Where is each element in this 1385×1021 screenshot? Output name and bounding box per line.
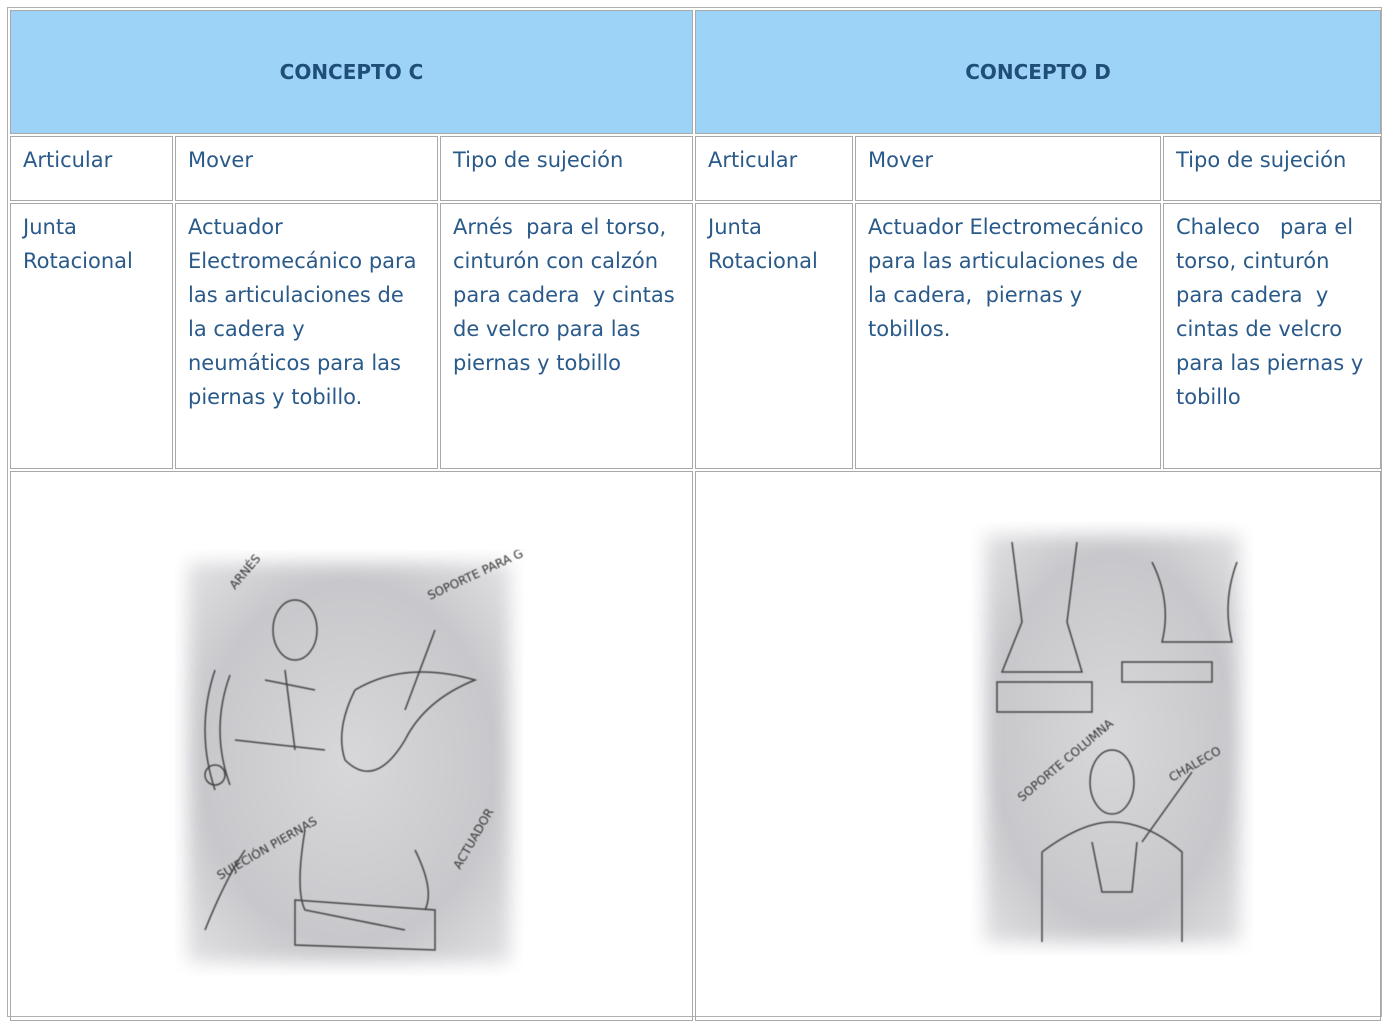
sketch-label: SOPORTE COLUMNA xyxy=(1015,716,1117,804)
sketch-drawing: ARNÉS SOPORTE PARA GLÚTEOS SUJECIÓN PIER… xyxy=(204,550,523,951)
sketch-label: SUJECIÓN PIERNAS xyxy=(214,813,320,883)
sketch-image: SOPORTE COLUMNA CHALECO xyxy=(972,522,1253,955)
sketch-label: CHALECO xyxy=(1167,744,1224,785)
sketch-label: SOPORTE PARA GLÚTEOS xyxy=(425,550,523,603)
concept-title: CONCEPTO D xyxy=(695,10,1381,134)
column-header: Articular xyxy=(10,136,173,201)
table-cell: Actuador Electromecánico para las articu… xyxy=(175,203,438,469)
column-header: Tipo de sujeción xyxy=(1163,136,1381,201)
concept-title: CONCEPTO C xyxy=(10,10,693,134)
table-cell: Junta Rotacional xyxy=(10,203,173,469)
table-cell: Actuador Electromecánico para las articu… xyxy=(855,203,1161,469)
sketch-label: ACTUADOR xyxy=(450,806,496,872)
column-header: Mover xyxy=(175,136,438,201)
sketch-drawing: SOPORTE COLUMNA CHALECO xyxy=(996,541,1238,942)
table-cell: Arnés para el torso, cinturón con calzón… xyxy=(440,203,693,469)
column-header: Tipo de sujeción xyxy=(440,136,693,201)
table-cell: Chaleco para el torso, cinturón para cad… xyxy=(1163,203,1381,469)
sketch-label: ARNÉS xyxy=(226,551,264,592)
column-header: Mover xyxy=(855,136,1161,201)
column-header: Articular xyxy=(695,136,853,201)
table-cell: Junta Rotacional xyxy=(695,203,853,469)
sketch-image: ARNÉS SOPORTE PARA GLÚTEOS SUJECIÓN PIER… xyxy=(175,550,523,975)
